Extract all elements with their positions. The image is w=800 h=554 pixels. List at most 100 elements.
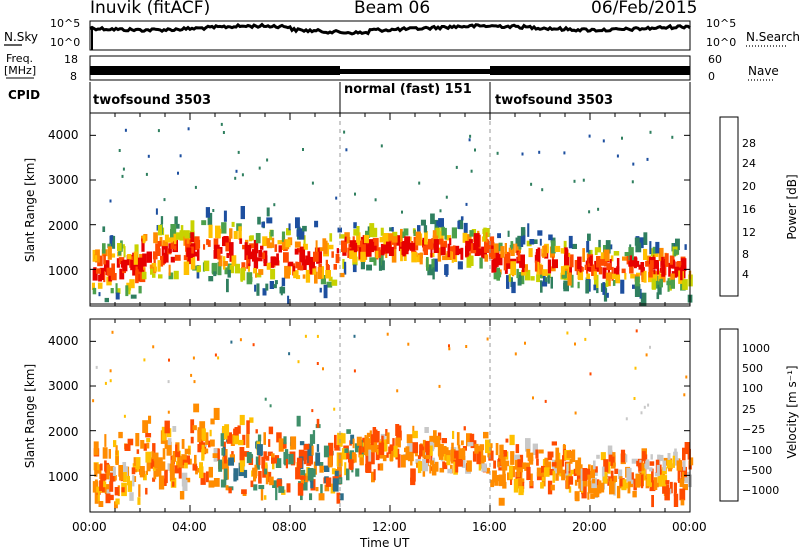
power-echo-cell — [506, 258, 511, 269]
power-echo-cell — [657, 284, 662, 295]
velocity-echo-cell — [656, 464, 660, 476]
power-echo-cell — [153, 232, 158, 244]
velocity-echo-cell — [566, 463, 569, 475]
power-echo-cell — [632, 284, 636, 289]
velocity-echo-cell — [429, 465, 432, 474]
power-echo-cell — [532, 239, 538, 244]
power-echo-cell — [418, 181, 421, 185]
velocity-echo-cell — [325, 477, 332, 487]
velocity-echo-cell — [162, 448, 166, 460]
velocity-echo-cell — [237, 425, 241, 434]
power-echo-cell — [629, 264, 634, 274]
power-echo-cell — [301, 262, 305, 269]
power-echo-cell — [680, 258, 687, 271]
velocity-echo-cell — [518, 486, 524, 496]
power-echo-cell — [168, 243, 172, 253]
velocity-echo-cell — [366, 432, 372, 437]
velocity-echo-cell — [142, 420, 149, 433]
power-echo-cell — [258, 250, 263, 258]
power-echo-cell — [602, 267, 607, 279]
velocity-echo-cell — [299, 475, 306, 480]
power-echo-cell — [149, 264, 153, 269]
velocity-echo-cell — [315, 487, 319, 492]
power-echo-cell — [217, 261, 222, 276]
velocity-echo-cell — [295, 467, 301, 480]
power-echo-cell — [364, 255, 368, 260]
velocity-echo-cell — [422, 459, 429, 472]
velocity-echo-cell — [110, 472, 116, 482]
velocity-echo-cell — [586, 468, 591, 475]
power-echo-cell — [190, 246, 194, 254]
power-echo-cell — [444, 264, 449, 275]
velocity-echo-cell — [318, 493, 325, 501]
power-echo-cell — [167, 237, 173, 243]
velocity-echo-cell — [419, 444, 425, 457]
velocity-echo-cell — [105, 493, 111, 504]
velocity-echo-cell — [169, 463, 173, 473]
velocity-echo-cell — [601, 466, 605, 477]
velocity-echo-cell — [650, 454, 653, 460]
velocity-echo-cell — [544, 457, 549, 466]
power-echo-cell — [603, 249, 610, 262]
velocity-echo-cell — [283, 452, 289, 465]
power-echo-cell — [299, 246, 303, 260]
power-colorbar-tick: 12 — [742, 226, 756, 239]
velocity-echo-cell — [246, 420, 250, 435]
velocity-echo-cell — [627, 481, 631, 494]
velocity-echo-cell — [92, 481, 99, 493]
beam-title: Beam 06 — [354, 0, 431, 18]
power-echo-cell — [92, 287, 97, 295]
velocity-echo-cell — [153, 452, 159, 462]
power-echo-cell — [325, 264, 329, 274]
velocity-echo-cell — [267, 451, 273, 456]
power-echo-cell — [241, 262, 246, 268]
power-echo-cell — [205, 207, 210, 218]
velocity-echo-cell — [184, 462, 188, 469]
power-echo-cell — [263, 250, 268, 263]
velocity-echo-cell — [260, 488, 264, 501]
power-echo-cell — [170, 256, 175, 263]
velocity-echo-cell — [508, 465, 513, 480]
velocity-echo-cell — [109, 369, 112, 373]
power-echo-cell — [339, 234, 345, 239]
power-echo-cell — [241, 173, 244, 177]
power-echo-cell — [484, 254, 489, 262]
x-tick-label: 00:00 — [672, 520, 707, 534]
power-echo-cell — [92, 268, 98, 281]
date-title: 06/Feb/2015 — [591, 0, 698, 18]
velocity-echo-cell — [136, 449, 140, 454]
velocity-echo-cell — [93, 441, 99, 456]
velocity-echo-cell — [334, 470, 339, 478]
velocity-echo-cell — [434, 461, 439, 472]
power-echo-cell — [253, 257, 259, 269]
power-echo-cell — [285, 239, 291, 248]
power-echo-cell — [233, 231, 238, 239]
power-echo-cell — [684, 244, 687, 250]
power-echo-cell — [302, 148, 304, 151]
velocity-echo-cell — [397, 454, 401, 468]
velocity-echo-cell — [336, 477, 343, 485]
velocity-echo-cell — [350, 434, 355, 445]
velocity-echo-cell — [455, 459, 459, 473]
velocity-echo-cell — [361, 447, 365, 452]
power-echo-cell — [155, 248, 161, 256]
velocity-echo-cell — [346, 468, 350, 481]
power-echo-cell — [223, 236, 229, 243]
velocity-echo-cell — [583, 480, 588, 487]
velocity-echo-cell — [252, 467, 258, 477]
velocity-echo-cell — [645, 459, 650, 470]
velocity-echo-cell — [535, 449, 539, 459]
velocity-echo-cell — [607, 461, 611, 474]
power-echo-cell — [539, 238, 542, 246]
velocity-echo-cell — [258, 452, 261, 466]
velocity-echo-cell — [673, 493, 679, 507]
power-echo-cell — [365, 230, 371, 238]
velocity-echo-cell — [224, 424, 230, 436]
velocity-echo-cell — [268, 426, 274, 435]
power-echo-cell — [161, 245, 164, 259]
velocity-echo-cell — [466, 433, 472, 447]
velocity-echo-cell — [649, 461, 655, 466]
power-echo-cell — [288, 223, 291, 231]
power-echo-cell — [187, 127, 190, 131]
velocity-echo-cell — [323, 445, 329, 458]
